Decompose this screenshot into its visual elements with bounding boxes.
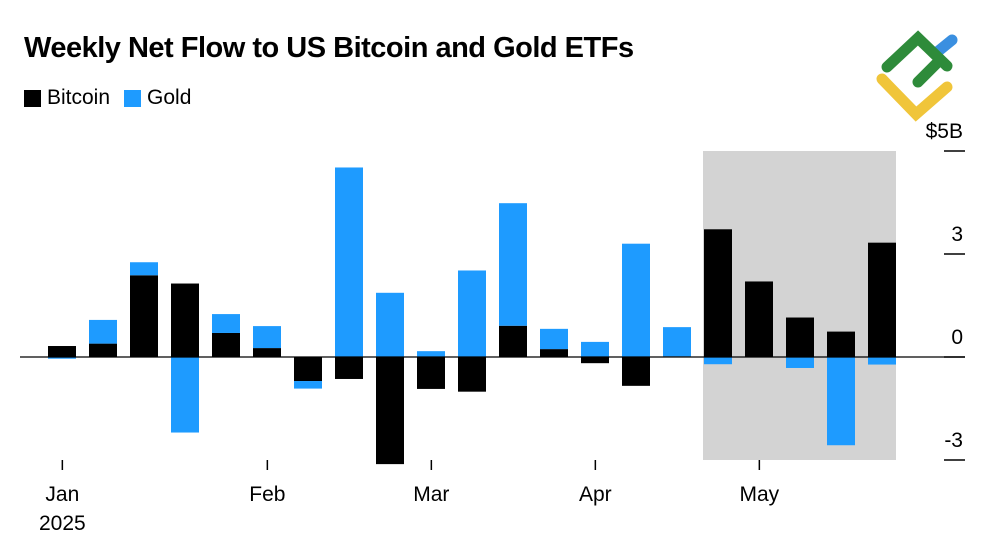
x-tick-label: May (740, 483, 780, 506)
bar-gold (581, 341, 609, 357)
bar-gold (499, 203, 527, 326)
chart-title: Weekly Net Flow to US Bitcoin and Gold E… (24, 32, 634, 64)
bar-bitcoin (827, 331, 855, 357)
legend-label: Gold (147, 86, 192, 109)
legend: Bitcoin Gold (24, 86, 205, 110)
bar-bitcoin (212, 332, 240, 357)
bar-bitcoin (868, 242, 896, 357)
bar-gold (622, 243, 650, 357)
bar-bitcoin (253, 348, 281, 357)
bar-gold (417, 351, 445, 357)
bar-gold (868, 357, 896, 365)
bar-bitcoin (622, 357, 650, 386)
bar-bitcoin (540, 349, 568, 357)
bar-bitcoin (458, 357, 486, 392)
bar-bitcoin (89, 343, 117, 357)
y-tick-label: -3 (944, 429, 963, 452)
x-tick-label: Apr (579, 483, 612, 506)
bar-bitcoin (786, 317, 814, 357)
bar-bitcoin (704, 229, 732, 357)
legend-swatch-bitcoin (24, 89, 41, 107)
x-tick-sublabel: 2025 (39, 512, 86, 535)
bar-gold (663, 327, 691, 357)
bar-gold (48, 357, 76, 359)
bar-gold (786, 357, 814, 368)
x-tick-label: Jan (45, 483, 79, 506)
bar-gold (294, 381, 322, 389)
y-tick-label: 0 (951, 326, 963, 349)
bar-gold (827, 357, 855, 446)
bar-bitcoin (130, 275, 158, 357)
bar-bitcoin (417, 357, 445, 389)
bar-bitcoin (335, 357, 363, 379)
bar-bitcoin (499, 325, 527, 357)
bar-bitcoin (294, 357, 322, 382)
legend-label: Bitcoin (47, 86, 111, 109)
x-tick-label: Mar (413, 483, 449, 506)
highlight-region (703, 151, 896, 460)
bar-gold (253, 326, 281, 349)
bar-bitcoin (745, 281, 773, 357)
y-tick-label: 3 (951, 223, 963, 246)
bar-gold (212, 314, 240, 333)
bar-gold (540, 328, 568, 350)
bar-gold (704, 357, 732, 365)
x-tick-label: Feb (249, 483, 285, 506)
bar-bitcoin (48, 346, 76, 357)
bar-gold (458, 270, 486, 357)
bar-gold (130, 262, 158, 276)
legend-item-gold: Gold (124, 86, 191, 110)
legend-swatch-gold (124, 89, 142, 107)
bar-gold (89, 319, 117, 344)
bar-bitcoin (581, 357, 609, 364)
bar-gold (376, 292, 404, 357)
y-tick-label: $5B (926, 120, 963, 143)
bar-gold (171, 357, 199, 433)
bar-bitcoin (376, 357, 404, 465)
legend-item-bitcoin: Bitcoin (24, 86, 110, 110)
bar-bitcoin (171, 283, 199, 357)
bar-gold (335, 167, 363, 357)
